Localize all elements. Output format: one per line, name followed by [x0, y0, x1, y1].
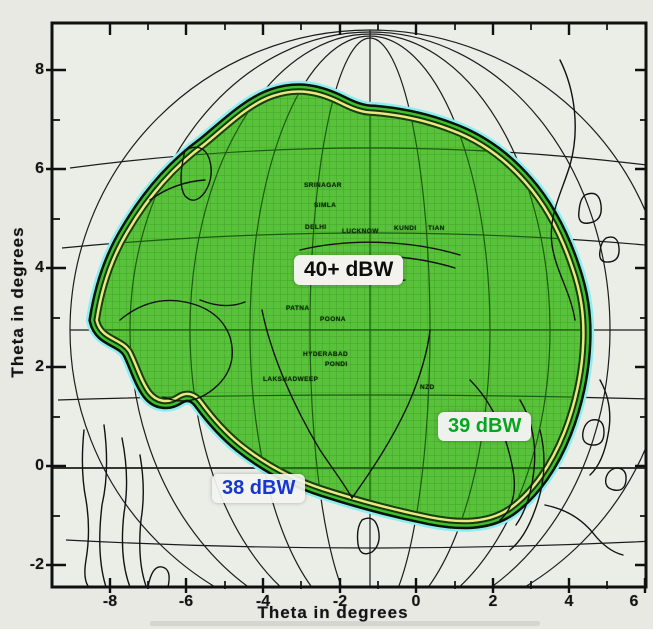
contour-label-40dbw: 40+ dBW: [294, 255, 404, 285]
map-city-label: DELHI: [305, 224, 327, 231]
x-tick-label: -4: [255, 593, 271, 610]
y-tick-label: 4: [35, 259, 44, 276]
y-tick-label: 6: [35, 160, 44, 177]
x-axis-label: Theta in degrees: [257, 603, 409, 622]
x-tick-label: -8: [102, 593, 118, 610]
y-tick-label: 2: [35, 358, 44, 375]
x-tick-label: 4: [564, 593, 574, 610]
map-city-label: LUCKNOW: [342, 228, 379, 235]
x-tick-label: 2: [488, 593, 498, 610]
contour-label-39dbw: 39 dBW: [438, 412, 532, 441]
x-tick-label: 0: [411, 593, 421, 610]
map-city-label: TIAN: [428, 225, 445, 232]
map-city-label: NZD: [420, 384, 435, 391]
minor-ticks: [52, 23, 646, 589]
map-city-label: LAKSHADWEEP: [263, 376, 319, 383]
map-city-label: SRINAGAR: [304, 182, 342, 189]
contour-label-38dbw: 38 dBW: [212, 474, 306, 503]
map-city-label: SIMLA: [314, 202, 337, 209]
x-tick-label: 6: [629, 593, 639, 610]
x-tick-label: -2: [332, 593, 348, 610]
map-city-label: KUNDI: [394, 225, 417, 232]
y-tick-label: 0: [35, 457, 44, 474]
y-tick-label: -2: [29, 556, 44, 573]
major-ticks: [46, 23, 647, 593]
x-tick-label: -6: [178, 593, 194, 610]
map-city-label: POONA: [320, 316, 346, 323]
y-tick-label: 8: [35, 61, 44, 78]
plot-frame: [50, 21, 648, 589]
scan-artifact: [150, 621, 540, 626]
map-city-label: PATNA: [286, 305, 310, 312]
map-city-label: PONDI: [325, 361, 348, 368]
map-city-label: HYDERABAD: [303, 351, 349, 358]
